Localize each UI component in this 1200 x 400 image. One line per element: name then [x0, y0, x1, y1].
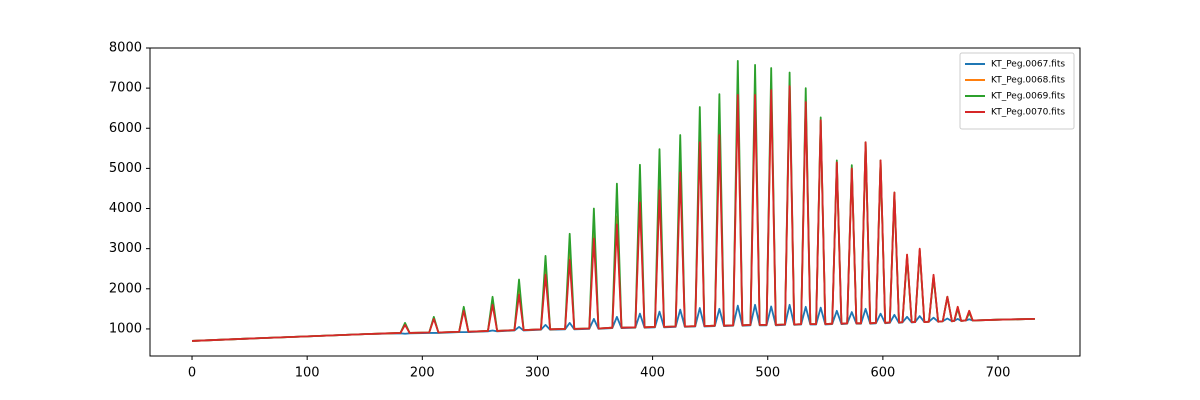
y-tick-label: 1000: [109, 321, 142, 336]
x-tick-label: 400: [640, 366, 665, 381]
x-tick-label: 700: [986, 366, 1011, 381]
y-tick-label: 8000: [109, 41, 142, 56]
legend-box: [959, 52, 1075, 130]
y-tick-label: 2000: [109, 281, 142, 296]
x-tick-label: 300: [525, 366, 550, 381]
legend-label: KT_Peg.0070.fits: [991, 108, 1065, 118]
legend-label: KT_Peg.0068.fits: [991, 76, 1065, 86]
x-tick-label: 100: [295, 366, 320, 381]
x-tick-label: 200: [410, 366, 435, 381]
plot-area: [150, 48, 1080, 356]
axes-frame: [149, 47, 1081, 357]
legend-label: KT_Peg.0067.fits: [991, 60, 1065, 70]
y-tick-label: 3000: [109, 241, 142, 256]
x-tick-label: 0: [188, 366, 196, 381]
y-tick-label: 4000: [109, 201, 142, 216]
y-tick-label: 7000: [109, 81, 142, 96]
legend-label: KT_Peg.0069.fits: [991, 92, 1065, 102]
legend: KT_Peg.0067.fits KT_Peg.0068.fits KT_Peg.0…: [959, 52, 1075, 130]
x-tick-label: 600: [870, 366, 895, 381]
y-tick-label: 5000: [109, 161, 142, 176]
series-line: [191, 85, 1035, 342]
y-tick-label: 6000: [109, 121, 142, 136]
x-tick-label: 500: [755, 366, 780, 381]
